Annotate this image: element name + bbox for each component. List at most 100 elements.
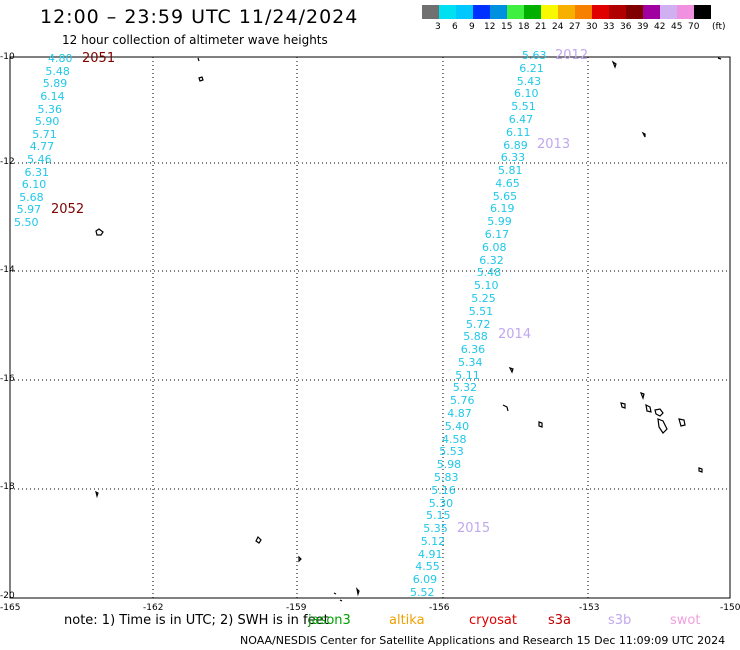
wave-height-reading: 5.76: [450, 394, 475, 408]
wave-height-reading: 5.48: [45, 64, 70, 78]
island: [657, 418, 668, 434]
wave-height-reading: 5.10: [474, 279, 499, 293]
wave-height-reading: 5.72: [466, 317, 491, 331]
colorbar-swatch: [524, 5, 541, 19]
wave-height-reading: 4.80: [48, 52, 73, 65]
colorbar-label: 9: [469, 22, 475, 32]
wave-height-reading: 4.77: [29, 140, 55, 154]
island: [197, 57, 200, 62]
wave-height-reading: 6.11: [506, 125, 531, 139]
wave-height-reading: 6.10: [514, 87, 539, 101]
wave-height-reading: 5.16: [431, 483, 456, 497]
island: [198, 76, 204, 82]
x-tick-label: -159: [286, 603, 307, 613]
wave-height-reading: 5.40: [444, 419, 470, 433]
island: [678, 418, 686, 427]
colorbar-swatch: [541, 5, 558, 19]
wave-height-reading: 6.21: [519, 61, 544, 75]
island: [641, 131, 646, 138]
colorbar-swatch: [694, 5, 711, 19]
pass-label: 2051: [82, 51, 116, 66]
wave-height-reading: 5.50: [14, 216, 39, 229]
colorbar-label: 36: [620, 22, 632, 32]
island: [339, 599, 343, 602]
colorbar-swatch: [643, 5, 660, 19]
island: [717, 57, 722, 60]
x-tick-label: -165: [0, 603, 21, 613]
satellite-label-altika: altika: [389, 613, 425, 628]
y-tick-label: -16: [0, 374, 15, 384]
colorbar-label: 42: [654, 22, 666, 32]
wave-height-reading: 5.48: [476, 266, 502, 280]
x-tick-label: -153: [579, 603, 600, 613]
satellite-label-s3a: s3a: [548, 613, 572, 628]
colorbar-swatch: [626, 5, 643, 19]
y-tick-label: -12: [0, 157, 15, 167]
wave-height-reading: 5.97: [16, 203, 42, 217]
colorbar-swatch: [439, 5, 456, 19]
pass-label: 2012: [555, 48, 589, 63]
wave-height-reading: 4.58: [442, 432, 467, 446]
wave-height-reading: 5.34: [458, 355, 483, 369]
x-tick-label: -156: [429, 603, 450, 613]
wave-height-reading: 5.63: [522, 49, 547, 62]
wave-height-reading: 6.14: [40, 89, 65, 103]
colorbar-label: 3: [435, 22, 441, 32]
island: [620, 402, 626, 409]
wave-height-reading: 5.30: [428, 496, 454, 510]
wave-height-reading: 4.65: [495, 176, 520, 190]
wave-height-reading: 5.51: [468, 304, 494, 318]
map-frame: [9, 56, 731, 599]
y-tick-label: -20: [0, 591, 15, 601]
colorbar-swatch: [422, 5, 439, 19]
colorbar-label: 45: [671, 22, 683, 32]
colorbar-label: 39: [637, 22, 649, 32]
note-text: note: 1) Time is in UTC; 2) SWH is in fe…: [64, 613, 329, 628]
y-tick-label: -18: [0, 482, 15, 492]
wave-height-reading: 6.10: [21, 178, 47, 192]
wave-height-reading: 5.90: [34, 115, 60, 129]
colorbar-swatch: [677, 5, 694, 19]
x-tick-label: -162: [143, 603, 164, 613]
map-grid: [10, 57, 730, 598]
colorbar-swatch: [507, 5, 524, 19]
island: [502, 404, 509, 412]
satellite-label-jason3: jason3: [308, 613, 351, 628]
wave-height-reading: 5.83: [434, 470, 459, 484]
colorbar-label: 12: [484, 22, 496, 32]
colorbar-swatch: [456, 5, 473, 19]
wave-height-reading: 6.89: [503, 138, 528, 152]
wave-height-reading: 6.47: [508, 112, 534, 126]
wave-height-reading: 5.89: [42, 77, 68, 91]
wave-height-reading: 4.91: [418, 547, 443, 561]
island: [255, 535, 262, 544]
wave-height-reading: 5.88: [463, 330, 488, 344]
island: [611, 60, 617, 69]
colorbar-label: 18: [518, 22, 530, 32]
colorbar-label: 70: [688, 22, 700, 32]
pass-label: 2013: [537, 137, 571, 152]
wave-height-reading: 6.17: [484, 228, 510, 241]
y-tick-label: -14: [0, 265, 15, 275]
pass-label: 2014: [498, 327, 532, 342]
credit-footer: NOAA/NESDIS Center for Satellite Applica…: [240, 634, 726, 647]
wave-height-reading: 5.12: [420, 534, 446, 548]
island: [356, 587, 360, 597]
wave-height-reading: 6.32: [479, 253, 504, 267]
colorbar-swatch: [592, 5, 609, 19]
wave-height-reading: 5.15: [426, 509, 451, 523]
wave-height-reading: 6.08: [482, 240, 507, 254]
colorbar-swatch: [660, 5, 677, 19]
island: [333, 592, 337, 595]
colorbar-label: 27: [569, 22, 581, 32]
wave-height-reading: 4.55: [415, 560, 440, 574]
wave-height-reading: 6.36: [460, 343, 486, 357]
wave-height-reading: 6.09: [412, 573, 438, 587]
wave-height-reading: 5.36: [37, 102, 63, 116]
colorbar-label: 24: [552, 22, 564, 32]
colorbar-swatch: [558, 5, 575, 19]
colorbar-label: 15: [501, 22, 513, 32]
satellite-label-swot: swot: [670, 613, 701, 628]
wave-height-reading: 5.65: [492, 189, 518, 203]
